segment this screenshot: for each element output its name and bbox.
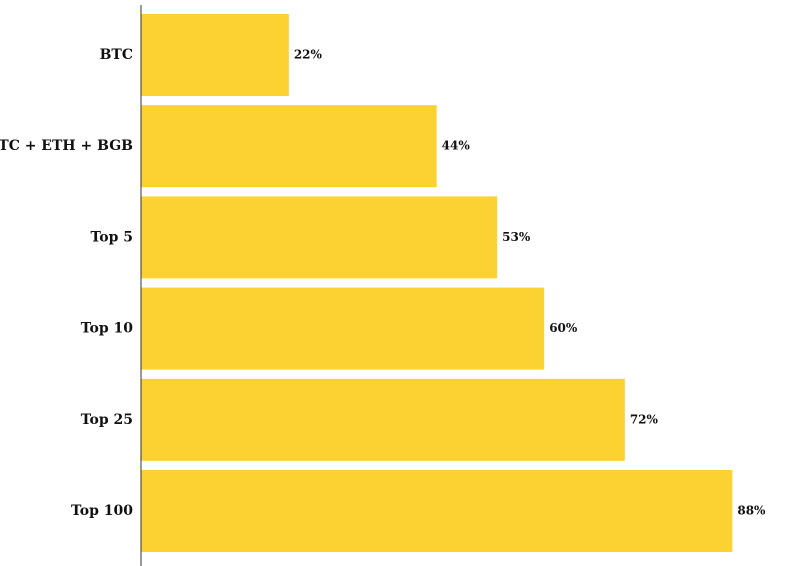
category-label-1: BTC + ETH + BGB bbox=[0, 138, 133, 154]
category-label-3: Top 10 bbox=[81, 321, 134, 337]
category-label-0: BTC bbox=[100, 47, 133, 63]
value-label-5: 88% bbox=[737, 504, 766, 518]
value-label-4: 72% bbox=[630, 412, 659, 426]
bar-3 bbox=[141, 287, 545, 370]
category-labels-group: BTC BTC + ETH + BGB Top 5 Top 10 Top 25 Top 1… bbox=[0, 47, 133, 519]
bar-1 bbox=[141, 105, 437, 188]
value-label-0: 22% bbox=[294, 48, 323, 62]
category-label-5: Top 100 bbox=[71, 503, 133, 519]
bar-5 bbox=[141, 470, 733, 552]
value-label-2: 53% bbox=[502, 230, 531, 244]
category-label-2: Top 5 bbox=[90, 229, 133, 245]
value-label-3: 60% bbox=[549, 321, 578, 335]
bar-4 bbox=[141, 378, 625, 461]
value-labels-group: 22% 44% 53% 60% 72% 88% bbox=[294, 48, 766, 518]
bar-0 bbox=[141, 14, 289, 96]
value-label-1: 44% bbox=[442, 139, 471, 153]
bars-group bbox=[141, 14, 733, 552]
bar-2 bbox=[141, 196, 498, 279]
category-label-4: Top 25 bbox=[81, 412, 133, 428]
